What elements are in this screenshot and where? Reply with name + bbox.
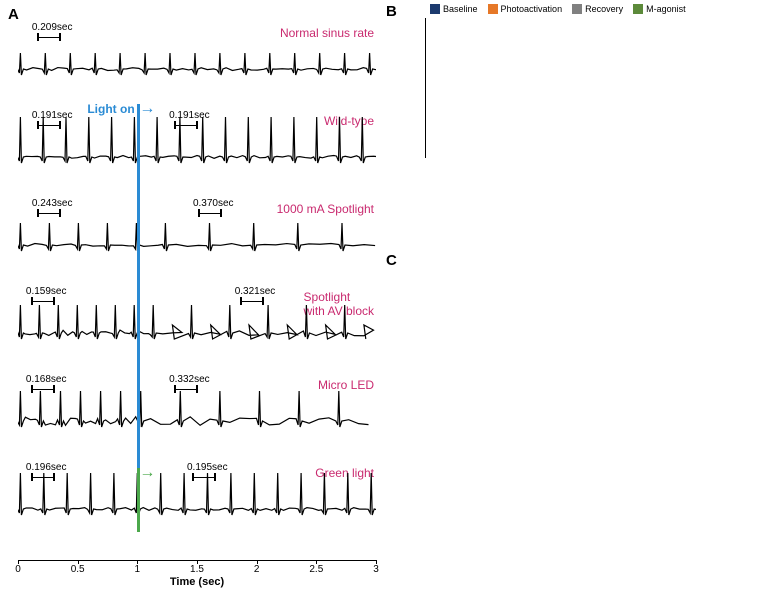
ecg-row-2: 1000 mA Spotlight0.243sec0.370sec <box>18 198 378 268</box>
xaxis-tick: 0 <box>15 564 21 575</box>
legend-text: M-agonist <box>646 4 686 14</box>
green-arrow-icon: → <box>139 464 155 482</box>
ecg-row-0: Normal sinus rate0.209sec <box>18 22 378 92</box>
light-arrow-icon: → <box>139 100 155 118</box>
legend-item: Recovery <box>572 4 623 14</box>
ecg-waveform <box>18 117 376 172</box>
xaxis-tick: 2.5 <box>309 564 323 575</box>
panel-a-xaxis: Time (sec) 0 0.5 1 1.5 2 2.5 3 <box>18 560 376 585</box>
ecg-row-5: Green light0.196sec0.195sec <box>18 462 378 532</box>
legend-swatch <box>430 4 440 14</box>
light-on-line <box>137 104 140 472</box>
xaxis-tick: 1.5 <box>190 564 204 575</box>
panel-a-label: A <box>8 6 19 23</box>
xaxis-tick: 3 <box>373 564 379 575</box>
legend-item: Baseline <box>430 4 478 14</box>
legend: Baseline Photoactivation Recovery M-agonist <box>430 4 686 14</box>
legend-swatch <box>633 4 643 14</box>
ecg-row-3: Spotlightwith AV block0.159sec0.321sec <box>18 286 378 356</box>
panel-a-xlabel: Time (sec) <box>170 576 224 588</box>
green-light-line <box>137 468 140 532</box>
legend-item: Photoactivation <box>488 4 563 14</box>
legend-item: M-agonist <box>633 4 686 14</box>
panel-c <box>395 265 765 587</box>
ecg-waveform <box>18 29 376 84</box>
ecg-waveform <box>18 205 376 260</box>
xaxis-tick: 2 <box>254 564 260 575</box>
ecg-row-4: Micro LED0.168sec0.332sec <box>18 374 378 444</box>
ecg-waveform <box>18 293 376 348</box>
legend-text: Photoactivation <box>501 4 563 14</box>
ecg-waveform <box>18 381 376 436</box>
ecg-waveform <box>18 469 376 524</box>
panel-a: Normal sinus rate0.209sec Wild-type0.191s… <box>18 22 378 577</box>
legend-swatch <box>488 4 498 14</box>
legend-text: Baseline <box>443 4 478 14</box>
legend-swatch <box>572 4 582 14</box>
light-on-text: Light on <box>87 102 134 116</box>
xaxis-tick: 0.5 <box>71 564 85 575</box>
xaxis-tick: 1 <box>135 564 141 575</box>
panel-b: BaselinePhotoactivationRecoveryM-agonist <box>390 8 760 248</box>
ecg-row-1: Wild-type0.191sec0.191sec <box>18 110 378 180</box>
legend-text: Recovery <box>585 4 623 14</box>
